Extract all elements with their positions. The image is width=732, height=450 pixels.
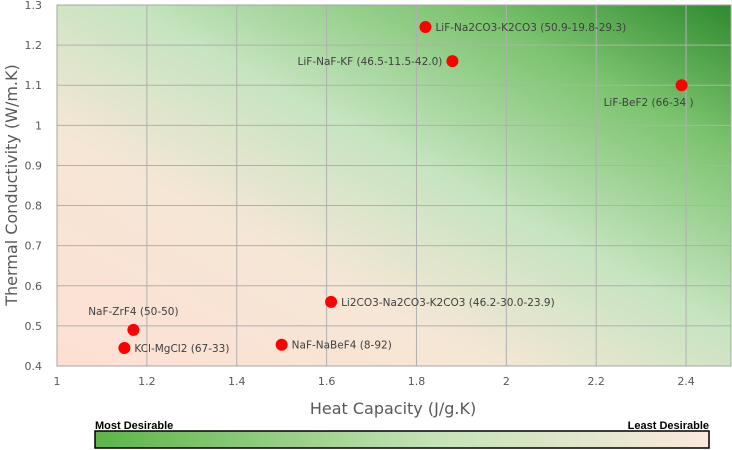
x-tick-label: 1.8	[408, 375, 426, 388]
data-label: LiF-NaF-KF (46.5-11.5-42.0)	[298, 56, 443, 68]
y-tick-label: 1.2	[25, 39, 43, 52]
y-tick-label: 0.5	[25, 320, 43, 333]
x-tick-label: 1	[54, 375, 61, 388]
y-tick-label: 0.4	[25, 360, 43, 373]
data-label: LiF-BeF2 (66-34 )	[604, 97, 694, 109]
plot-frame	[56, 4, 732, 367]
tick-labels: 1 1.2 1.4 1.6 1.8 2 2.2 2.4 0.4 0.5 0.6 0.7 0.8 0.9 1 1…	[25, 0, 695, 388]
data-point	[325, 295, 338, 308]
data-point	[118, 341, 131, 354]
x-tick-label: 1.2	[138, 375, 156, 388]
x-axis-title: Heat Capacity (J/g.K)	[310, 399, 476, 418]
x-tick-label: 1.4	[228, 375, 246, 388]
grid	[56, 4, 732, 367]
data-label: Li2CO3-Na2CO3-K2CO3 (46.2-30.0-23.9)	[341, 297, 555, 309]
legend-least-desirable: Least Desirable	[628, 420, 709, 432]
x-tick-label: 2.4	[677, 375, 695, 388]
data-label: KCl-MgCl2 (67-33)	[134, 343, 229, 355]
x-tick-label: 1.6	[318, 375, 336, 388]
x-tick-label: 2.2	[587, 375, 605, 388]
legend-most-desirable: Most Desirable	[95, 420, 173, 432]
data-point	[275, 338, 288, 351]
y-tick-label: 1	[35, 119, 42, 132]
data-point	[419, 21, 432, 34]
legend-gradient-bar	[94, 430, 710, 449]
y-tick-label: 0.7	[25, 240, 43, 253]
data-point	[675, 79, 688, 92]
y-tick-label: 0.6	[25, 280, 43, 293]
y-tick-label: 0.9	[25, 159, 43, 172]
data-label: NaF-NaBeF4 (8-92)	[292, 340, 392, 352]
data-label: NaF-ZrF4 (50-50)	[88, 306, 178, 318]
x-tick-label: 2	[503, 375, 510, 388]
y-tick-label: 1.1	[25, 79, 43, 92]
data-points: LiF-Na2CO3-K2CO3 (50.9-19.8-29.3) LiF-NaF…	[88, 21, 694, 355]
data-label: LiF-Na2CO3-K2CO3 (50.9-19.8-29.3)	[435, 22, 626, 34]
data-point	[446, 55, 459, 68]
data-point	[127, 323, 140, 336]
y-tick-label: 1.3	[25, 0, 43, 12]
y-tick-label: 0.8	[25, 200, 43, 213]
plot-background	[57, 5, 731, 366]
y-axis-title: Thermal Conductivity (W/m.K)	[2, 64, 21, 307]
